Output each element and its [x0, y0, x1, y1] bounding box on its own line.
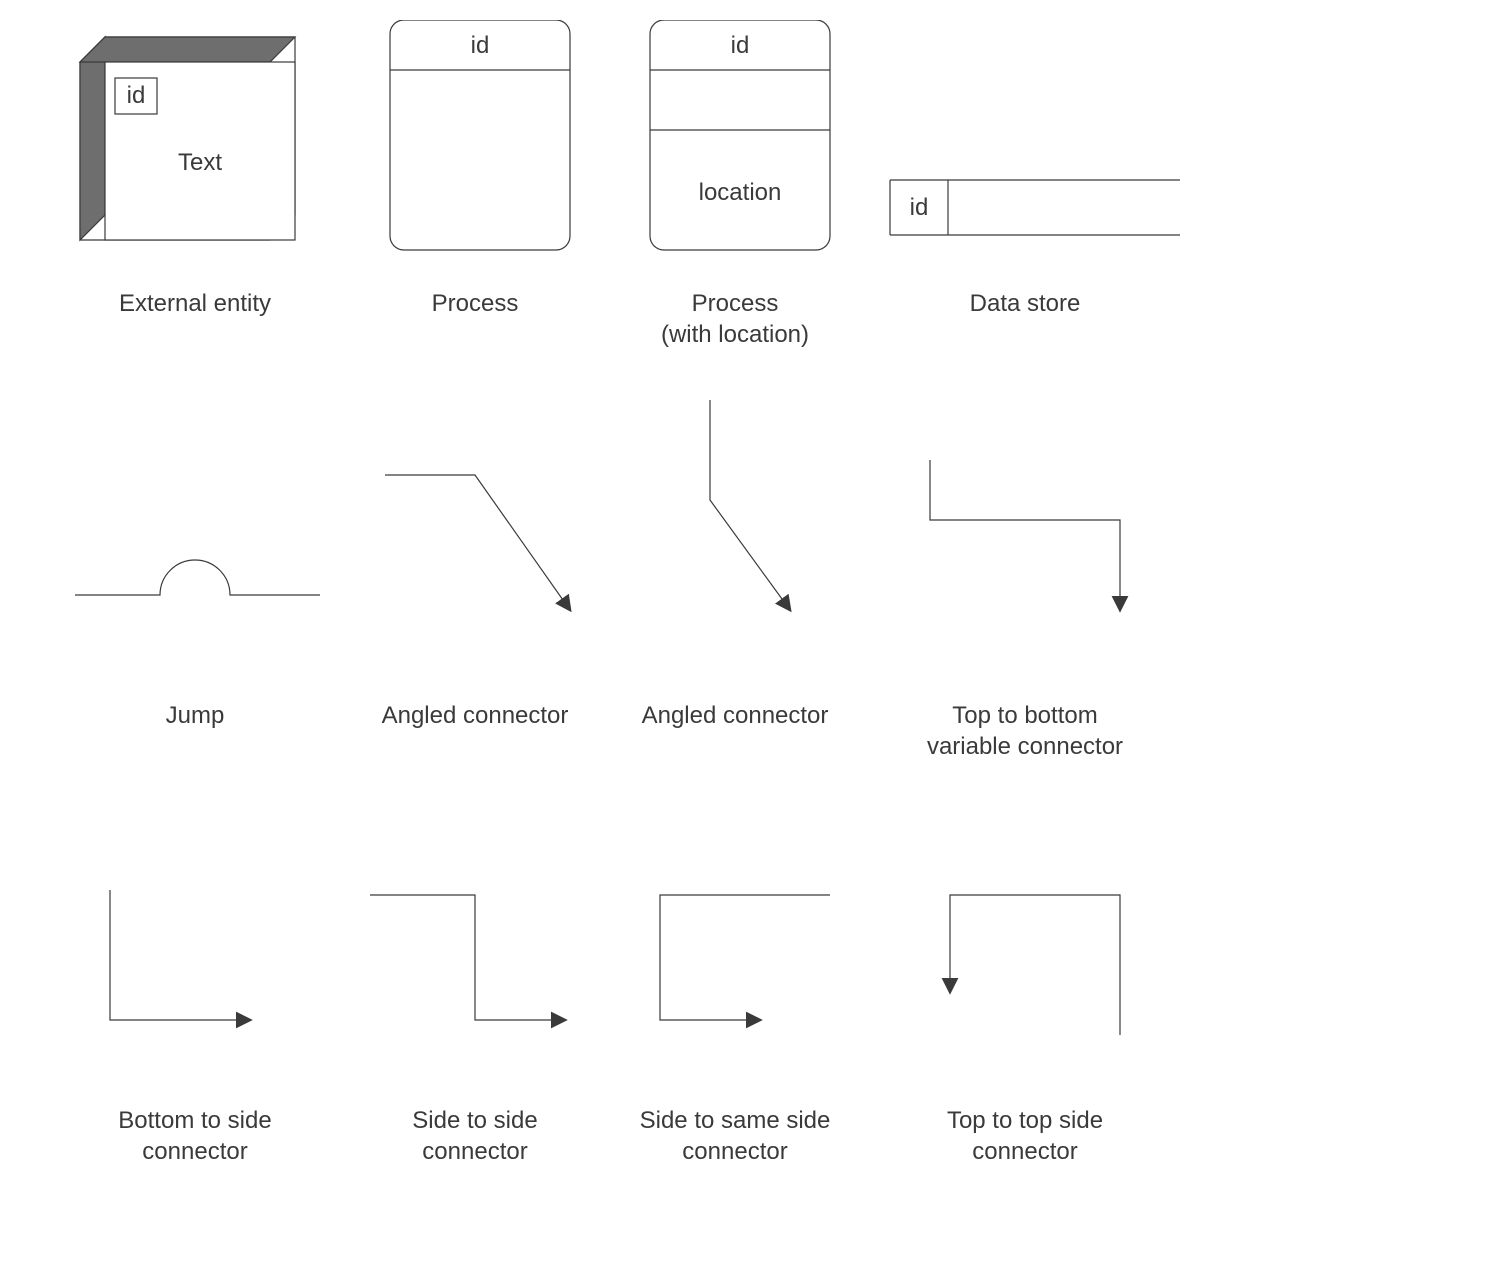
- cell-process: id Process: [340, 20, 610, 319]
- cell-angled-1: Angled connector: [340, 400, 610, 731]
- diagram-canvas: id Text External entity id Process id: [0, 0, 1500, 1285]
- label-top-to-bottom: Top to bottom variable connector: [870, 700, 1180, 762]
- external-entity-id-text: id: [127, 82, 146, 109]
- label-top-to-top-side: Top to top side connector: [870, 1105, 1180, 1167]
- shape-angled-2: [600, 400, 870, 640]
- shape-top-to-bottom: [870, 400, 1180, 640]
- label-angled-1: Angled connector: [340, 700, 610, 731]
- label-data-store: Data store: [870, 288, 1180, 319]
- cell-angled-2: Angled connector: [600, 400, 870, 731]
- label-bottom-to-side: Bottom to side connector: [60, 1105, 330, 1167]
- cell-bottom-to-side: Bottom to side connector: [60, 880, 330, 1167]
- process-loc-text: location: [699, 179, 782, 206]
- label-jump: Jump: [60, 700, 330, 731]
- shape-data-store: id: [870, 20, 1180, 260]
- label-angled-2: Angled connector: [600, 700, 870, 731]
- cell-top-to-bottom: Top to bottom variable connector: [870, 400, 1180, 762]
- label-process-location: Process (with location): [600, 288, 870, 350]
- cell-side-to-same-side: Side to same side connector: [600, 880, 870, 1167]
- cell-process-location: id location Process (with location): [600, 20, 870, 350]
- data-store-id-text: id: [910, 194, 929, 221]
- shape-bottom-to-side: [60, 880, 330, 1050]
- shape-top-to-top-side: [870, 880, 1180, 1050]
- cell-jump: Jump: [60, 400, 330, 731]
- shape-process-location: id location: [600, 20, 870, 260]
- shape-side-to-side: [340, 880, 610, 1050]
- cell-data-store: id Data store: [870, 20, 1180, 319]
- shape-side-to-same-side: [600, 880, 870, 1050]
- process-id-text: id: [471, 32, 490, 59]
- shape-process: id: [340, 20, 610, 260]
- cell-top-to-top-side: Top to top side connector: [870, 880, 1180, 1167]
- process-loc-id-text: id: [731, 32, 750, 59]
- external-entity-body-text: Text: [178, 149, 222, 176]
- cell-external-entity: id Text External entity: [60, 20, 330, 319]
- label-side-to-same-side: Side to same side connector: [600, 1105, 870, 1167]
- shape-external-entity: id Text: [60, 20, 330, 260]
- shape-jump: [60, 400, 330, 640]
- label-external-entity: External entity: [60, 288, 330, 319]
- shape-angled-1: [340, 400, 610, 640]
- label-side-to-side: Side to side connector: [340, 1105, 610, 1167]
- label-process: Process: [340, 288, 610, 319]
- cell-side-to-side: Side to side connector: [340, 880, 610, 1167]
